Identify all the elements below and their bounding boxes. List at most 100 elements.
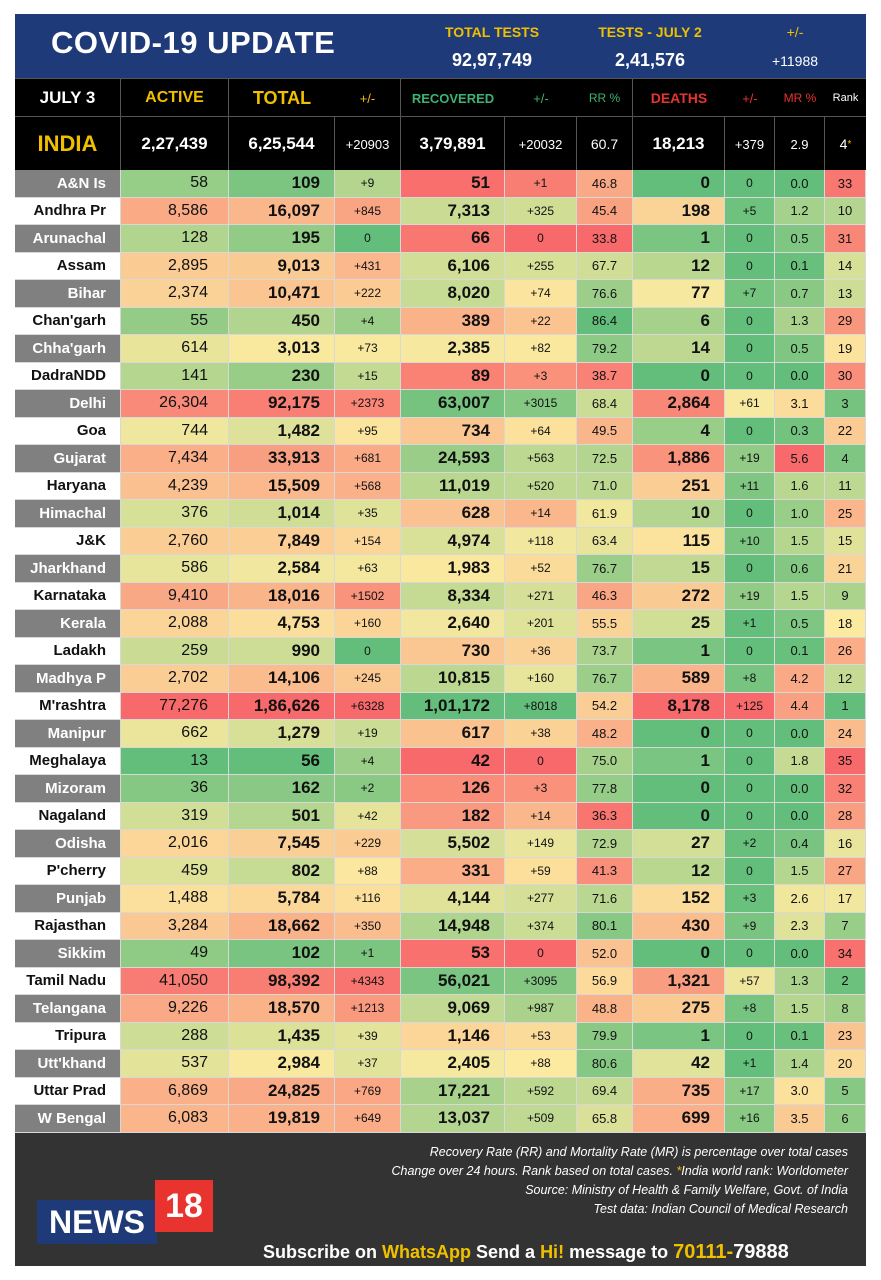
total-tests-value: 92,97,749 xyxy=(451,50,533,70)
cell-rec: 63,007 xyxy=(401,390,505,417)
cell-rr: 46.3 xyxy=(577,582,633,609)
cell-name: Haryana xyxy=(15,472,121,499)
table-row: Tamil Nadu 41,050 98,392 +4343 56,021 +3095 56… xyxy=(15,967,866,995)
cell-rec: 1,01,172 xyxy=(401,692,505,719)
cell-deaths: 0 xyxy=(633,802,725,829)
cell-rec: 8,334 xyxy=(401,582,505,609)
cell-rec: 8,020 xyxy=(401,280,505,307)
cell-rec: 6,106 xyxy=(401,252,505,279)
cell-mr: 4.4 xyxy=(775,692,825,719)
cell-rank: 27 xyxy=(825,857,866,884)
cell-total: 2,984 xyxy=(229,1050,335,1077)
cell-rc: 0 xyxy=(505,225,577,252)
cell-total: 450 xyxy=(229,307,335,334)
cell-active: 7,434 xyxy=(121,445,229,472)
table-row: Rajasthan 3,284 18,662 +350 14,948 +374 80.1 43… xyxy=(15,912,866,940)
cell-mr: 2.3 xyxy=(775,912,825,939)
cell-rc: +277 xyxy=(505,885,577,912)
cell-rec: 331 xyxy=(401,857,505,884)
cell-rr: 38.7 xyxy=(577,362,633,389)
cell-rr: 75.0 xyxy=(577,747,633,774)
cell-total: 7,545 xyxy=(229,830,335,857)
cell-total: 1,482 xyxy=(229,417,335,444)
cell-rc: +3015 xyxy=(505,390,577,417)
cell-rec: 182 xyxy=(401,802,505,829)
table-row: Sikkim 49 102 +1 53 0 52.0 0 0 0.0 34 xyxy=(15,940,866,968)
cell-rc: +520 xyxy=(505,472,577,499)
cell-rank: 12 xyxy=(825,665,866,692)
cell-rc: 0 xyxy=(505,747,577,774)
cell-dc: +3 xyxy=(725,885,775,912)
table-row: Delhi 26,304 92,175 +2373 63,007 +3015 68.4 2,8… xyxy=(15,390,866,418)
total-tests-label: TOTAL TESTS xyxy=(444,24,540,40)
cell-rank: 14 xyxy=(825,252,866,279)
cell-rr: 77.8 xyxy=(577,775,633,802)
cell-deaths: 0 xyxy=(633,362,725,389)
subscribe-phone-suffix: 79888 xyxy=(733,1241,789,1263)
cell-tc: 0 xyxy=(335,637,401,664)
date-header: JULY 3 xyxy=(15,79,121,117)
cell-total: 162 xyxy=(229,775,335,802)
cell-active: 459 xyxy=(121,857,229,884)
table-row: Andhra Pr 8,586 16,097 +845 7,313 +325 45.4 198… xyxy=(15,197,866,225)
cell-active: 744 xyxy=(121,417,229,444)
cell-rc: +118 xyxy=(505,527,577,554)
cell-rec: 66 xyxy=(401,225,505,252)
cell-tc: +35 xyxy=(335,500,401,527)
cell-deaths: 0 xyxy=(633,720,725,747)
cell-tc: +245 xyxy=(335,665,401,692)
cell-rank: 24 xyxy=(825,720,866,747)
cell-rec: 4,974 xyxy=(401,527,505,554)
table-row: A&N Is 58 109 +9 51 +1 46.8 0 0 0.0 33 xyxy=(15,170,866,198)
cell-name: Himachal xyxy=(15,500,121,527)
cell-total: 802 xyxy=(229,857,335,884)
cell-rc: +509 xyxy=(505,1105,577,1132)
daily-tests-label: TESTS - JULY 2 xyxy=(598,24,702,40)
cell-deaths: 272 xyxy=(633,582,725,609)
cell-rr: 71.6 xyxy=(577,885,633,912)
cell-mr: 0.0 xyxy=(775,775,825,802)
cell-rec: 1,983 xyxy=(401,555,505,582)
cell-deaths: 4 xyxy=(633,417,725,444)
cell-dc: +11 xyxy=(725,472,775,499)
cell-rank: 16 xyxy=(825,830,866,857)
cell-rr: 33.8 xyxy=(577,225,633,252)
india-active: 2,27,439 xyxy=(121,117,229,171)
cell-rr: 52.0 xyxy=(577,940,633,967)
cell-rec: 42 xyxy=(401,747,505,774)
tests-change-value: +11988 xyxy=(771,53,819,69)
cell-mr: 3.0 xyxy=(775,1077,825,1104)
cell-name: Nagaland xyxy=(15,802,121,829)
news18-logo: NEWS 18 xyxy=(37,1180,213,1244)
cell-dc: +16 xyxy=(725,1105,775,1132)
cell-rank: 33 xyxy=(825,170,866,197)
cell-tc: +116 xyxy=(335,885,401,912)
cell-dc: +9 xyxy=(725,912,775,939)
table-row: Odisha 2,016 7,545 +229 5,502 +149 72.9 27 +2 0.4… xyxy=(15,830,866,858)
cell-rec: 10,815 xyxy=(401,665,505,692)
cell-rec: 17,221 xyxy=(401,1077,505,1104)
rank-header: Rank xyxy=(832,92,859,104)
cell-name: Assam xyxy=(15,252,121,279)
cell-mr: 0.0 xyxy=(775,720,825,747)
cell-name: Utt'khand xyxy=(15,1050,121,1077)
cell-dc: +17 xyxy=(725,1077,775,1104)
cell-deaths: 0 xyxy=(633,775,725,802)
cell-active: 13 xyxy=(121,747,229,774)
cell-mr: 0.1 xyxy=(775,1022,825,1049)
cell-dc: 0 xyxy=(725,500,775,527)
cell-rec: 2,405 xyxy=(401,1050,505,1077)
cell-rec: 13,037 xyxy=(401,1105,505,1132)
cell-tc: +37 xyxy=(335,1050,401,1077)
table-row: Kerala 2,088 4,753 +160 2,640 +201 55.5 25 +1 0.5… xyxy=(15,610,866,638)
cell-total: 18,662 xyxy=(229,912,335,939)
deaths-header: DEATHS xyxy=(650,90,708,106)
cell-deaths: 251 xyxy=(633,472,725,499)
cell-total: 195 xyxy=(229,225,335,252)
cell-tc: +42 xyxy=(335,802,401,829)
cell-name: M'rashtra xyxy=(15,692,121,719)
cell-rank: 35 xyxy=(825,747,866,774)
cell-rec: 617 xyxy=(401,720,505,747)
cell-total: 7,849 xyxy=(229,527,335,554)
logo-18-text: 18 xyxy=(155,1180,213,1232)
